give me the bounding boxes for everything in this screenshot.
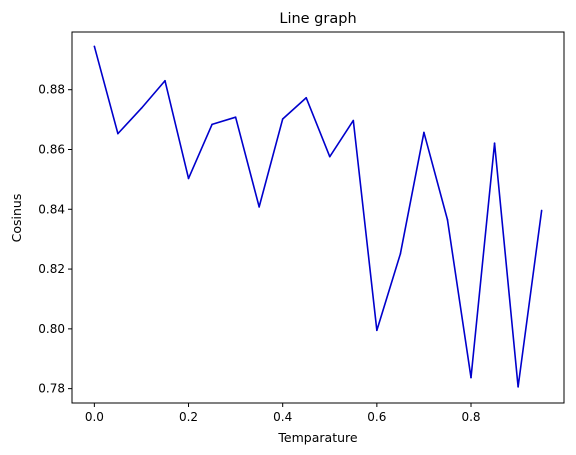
data-point-3 <box>164 79 166 82</box>
data-point-6 <box>234 116 237 118</box>
data-point-1 <box>117 132 119 135</box>
y-axis: 0.78 0.80 0.82 0.84 0.86 0.88 <box>38 83 72 396</box>
data-point-2 <box>140 107 143 110</box>
x-axis-label: Temparature <box>277 430 357 445</box>
data-point-16 <box>470 376 472 379</box>
y-tick-label: 0.88 <box>38 83 65 97</box>
x-tick-label: 0.2 <box>179 410 198 424</box>
data-point-14 <box>423 131 425 134</box>
plot-area <box>71 31 565 404</box>
x-tick-label: 0.8 <box>461 410 480 424</box>
data-point-4 <box>187 177 190 180</box>
data-point-13 <box>399 253 402 255</box>
data-point-7 <box>258 206 260 208</box>
data-point-15 <box>446 218 449 221</box>
data-point-12 <box>376 329 378 332</box>
x-tick-label: 0.0 <box>85 410 104 424</box>
data-point-10 <box>328 155 331 158</box>
y-tick-label: 0.80 <box>38 322 65 336</box>
y-tick-label: 0.86 <box>38 142 65 156</box>
y-axis-label: Cosinus <box>9 194 24 243</box>
data-point-8 <box>281 118 284 120</box>
data-point-17 <box>493 142 496 145</box>
series-line-0 <box>93 46 543 388</box>
x-tick-label: 0.4 <box>273 410 292 424</box>
x-axis: 0.0 0.2 0.4 0.6 0.8 <box>85 403 481 424</box>
plot-frame <box>71 31 565 404</box>
chart-title: Line graph <box>279 11 356 27</box>
data-point-5 <box>211 123 213 126</box>
y-tick-label: 0.78 <box>38 382 65 396</box>
data-point-18 <box>517 386 519 388</box>
x-tick-label: 0.6 <box>367 410 386 424</box>
data-point-9 <box>305 96 308 99</box>
data-point-19 <box>540 209 543 212</box>
y-tick-label: 0.82 <box>38 262 65 276</box>
data-point-0 <box>93 45 96 48</box>
data-point-11 <box>352 119 355 122</box>
y-tick-label: 0.84 <box>38 202 65 216</box>
